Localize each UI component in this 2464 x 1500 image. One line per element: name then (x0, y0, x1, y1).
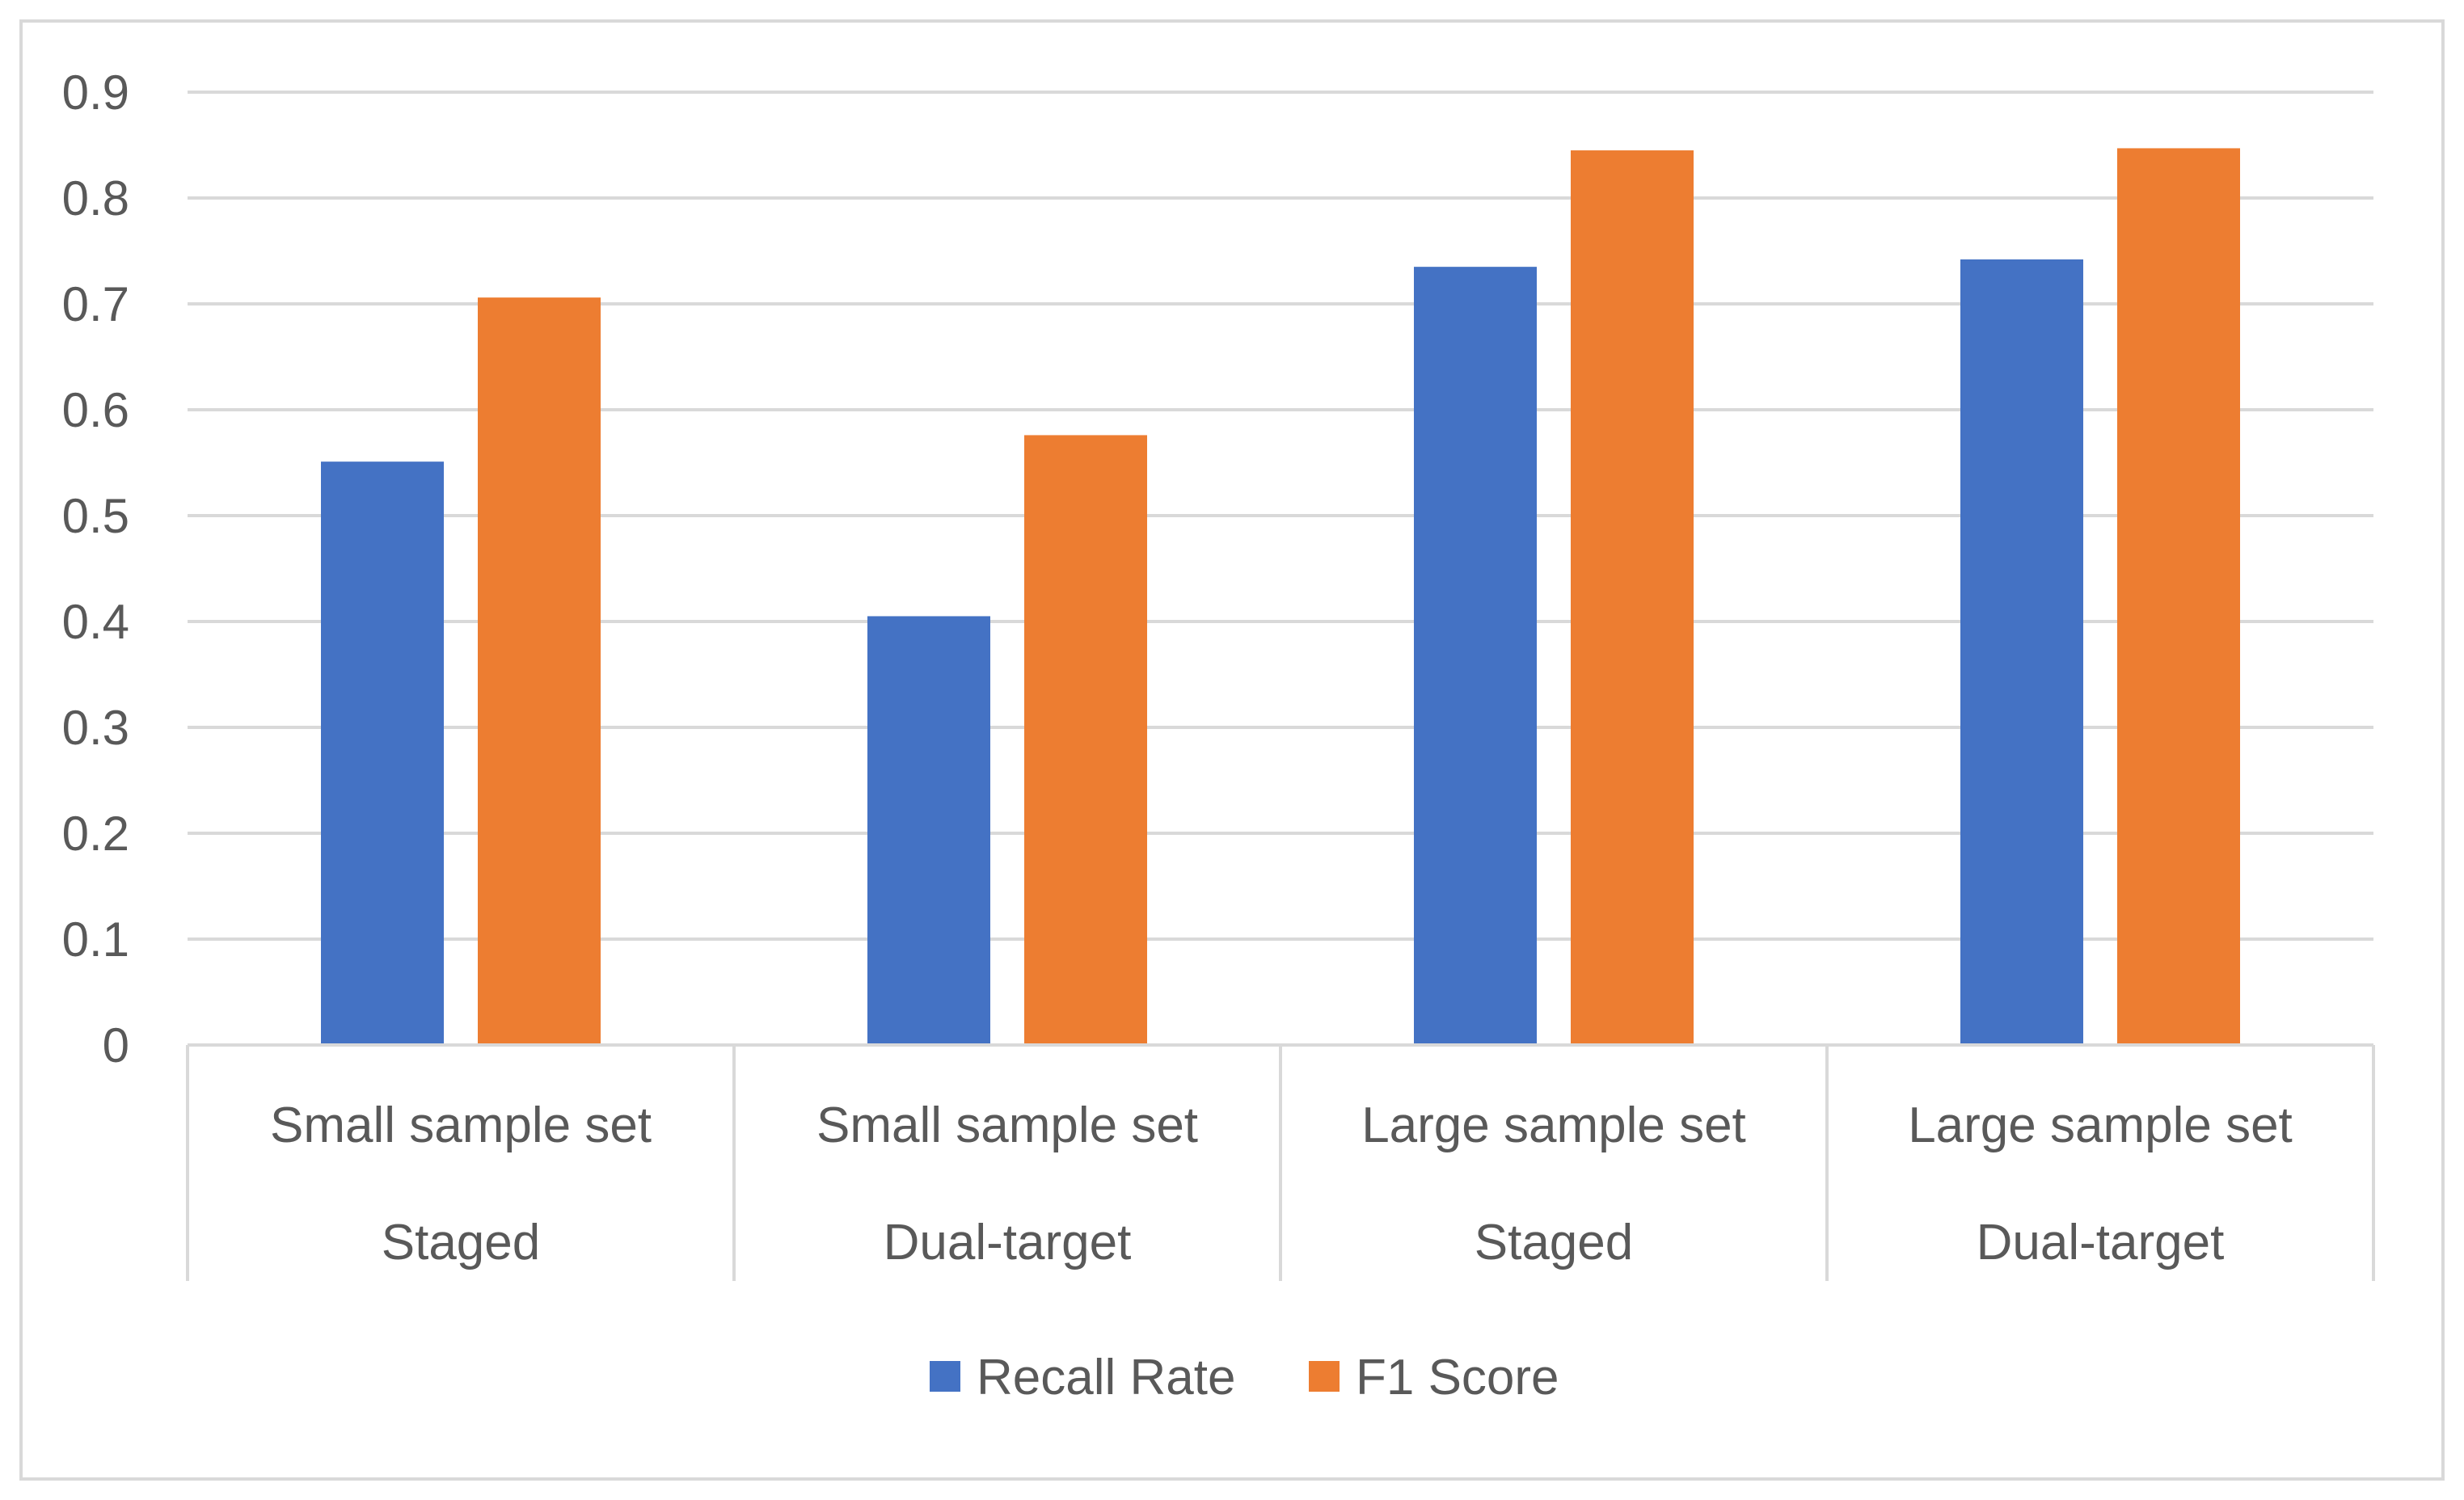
legend-label: Recall Rate (977, 1350, 1235, 1405)
category-label-line1: Large sample set (1361, 1098, 1746, 1153)
bars (321, 148, 2240, 1046)
category-label-line2: Staged (1475, 1215, 1634, 1270)
y-axis-ticks: 0 0.1 0.2 0.3 0.4 0.5 0.6 0.7 0.8 0.9 (62, 65, 129, 1072)
bar-recall-rate (1414, 267, 1537, 1045)
legend: Recall Rate F1 Score (930, 1350, 1559, 1405)
y-tick-label: 0.9 (62, 65, 129, 120)
bar-f1-score (2117, 148, 2240, 1046)
category-label-line2: Dual-target (1977, 1215, 2225, 1270)
category-label-line1: Small sample set (270, 1098, 652, 1153)
bar-f1-score (1024, 435, 1147, 1045)
y-tick-label: 0.6 (62, 383, 129, 437)
category-label-line1: Large sample set (1908, 1098, 2293, 1153)
y-tick-label: 0.8 (62, 171, 129, 225)
bar-recall-rate (1960, 259, 2083, 1046)
legend-swatch (930, 1361, 960, 1392)
y-tick-label: 0.7 (62, 277, 129, 331)
y-tick-label: 0.3 (62, 701, 129, 755)
legend-label: F1 Score (1356, 1350, 1559, 1405)
legend-swatch (1309, 1361, 1340, 1392)
y-tick-label: 0.4 (62, 595, 129, 649)
y-tick-label: 0.5 (62, 489, 129, 543)
category-label-line2: Staged (382, 1215, 541, 1270)
bar-recall-rate (321, 461, 444, 1045)
y-tick-label: 0 (103, 1018, 129, 1072)
x-axis-categories: Small sample set Staged Small sample set Du… (270, 1098, 2293, 1270)
category-label-line2: Dual-target (884, 1215, 1132, 1270)
x-axis (186, 1043, 2375, 1281)
bar-f1-score (478, 297, 601, 1045)
y-tick-label: 0.2 (62, 807, 129, 861)
bar-recall-rate (867, 616, 990, 1045)
category-label-line1: Small sample set (816, 1098, 1198, 1153)
y-tick-label: 0.1 (62, 912, 129, 967)
bar-f1-score (1571, 150, 1694, 1045)
